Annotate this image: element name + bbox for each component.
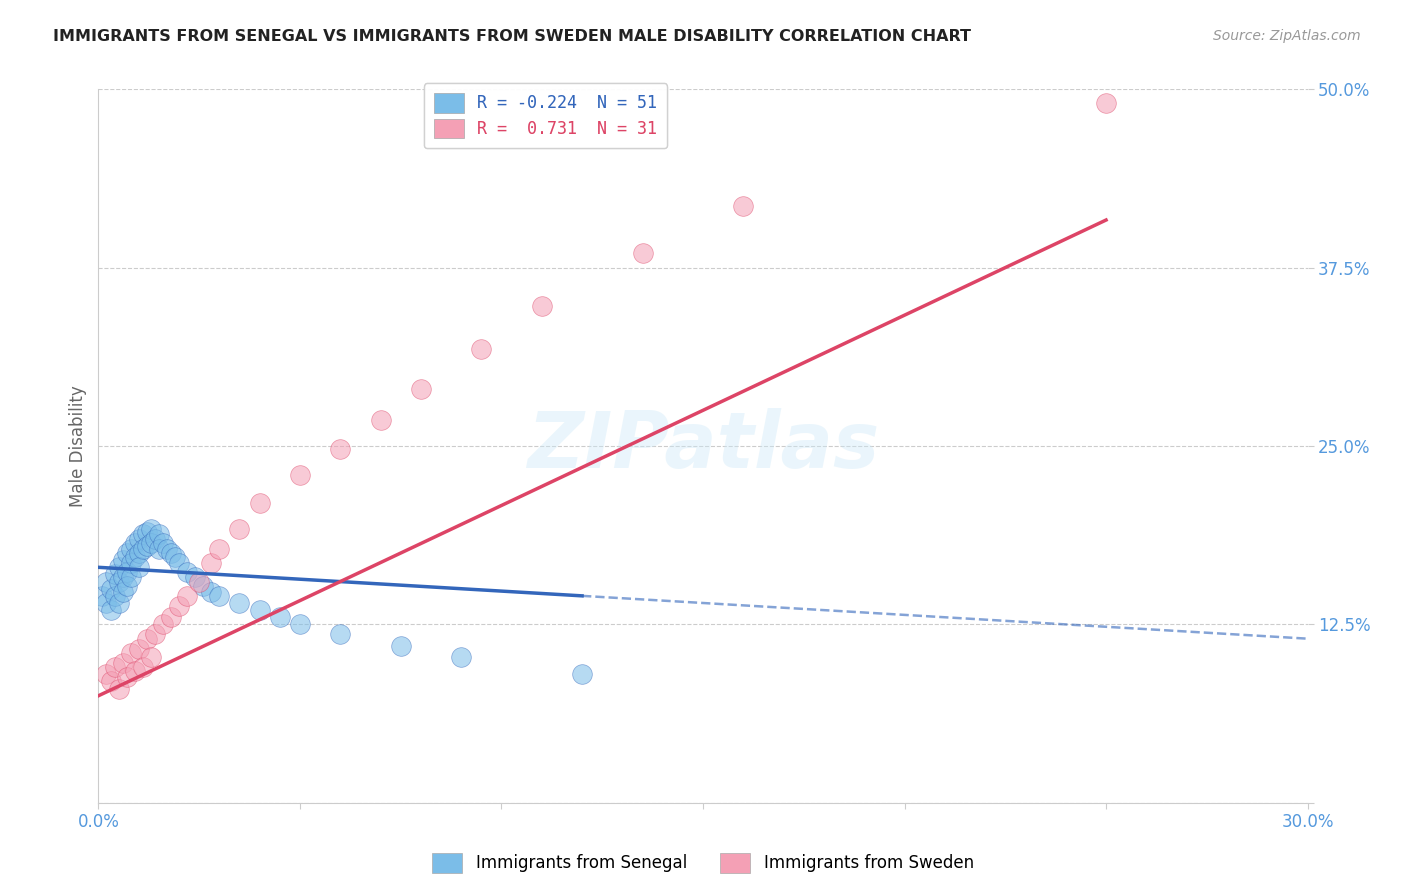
Point xyxy=(135,632,157,646)
Point xyxy=(160,610,183,624)
Point xyxy=(167,599,190,613)
Text: Source: ZipAtlas.com: Source: ZipAtlas.com xyxy=(1213,29,1361,43)
Point xyxy=(107,560,129,574)
Point xyxy=(228,596,250,610)
Point xyxy=(103,660,125,674)
Point xyxy=(128,532,150,546)
Point xyxy=(228,522,250,536)
Point xyxy=(288,617,311,632)
Point xyxy=(370,413,392,427)
Point xyxy=(115,565,138,579)
Point xyxy=(530,299,553,313)
Point xyxy=(120,570,142,584)
Point xyxy=(163,550,186,565)
Point xyxy=(115,579,138,593)
Point xyxy=(111,656,134,670)
Point xyxy=(103,589,125,603)
Point xyxy=(139,650,162,665)
Point xyxy=(288,467,311,482)
Point xyxy=(156,541,179,556)
Point xyxy=(103,567,125,582)
Point xyxy=(389,639,412,653)
Y-axis label: Male Disability: Male Disability xyxy=(69,385,87,507)
Point xyxy=(120,541,142,556)
Point xyxy=(124,665,146,679)
Point xyxy=(120,556,142,570)
Point xyxy=(111,553,134,567)
Point xyxy=(143,532,166,546)
Point xyxy=(107,574,129,589)
Point xyxy=(269,610,291,624)
Text: ZIPatlas: ZIPatlas xyxy=(527,408,879,484)
Point xyxy=(96,574,118,589)
Point xyxy=(176,565,198,579)
Point xyxy=(139,522,162,536)
Point xyxy=(132,541,155,556)
Point xyxy=(124,550,146,565)
Point xyxy=(193,579,215,593)
Point xyxy=(91,589,114,603)
Point xyxy=(208,589,231,603)
Point xyxy=(128,641,150,656)
Point xyxy=(470,342,492,356)
Text: IMMIGRANTS FROM SENEGAL VS IMMIGRANTS FROM SWEDEN MALE DISABILITY CORRELATION CH: IMMIGRANTS FROM SENEGAL VS IMMIGRANTS FR… xyxy=(53,29,972,44)
Point xyxy=(631,246,654,260)
Point xyxy=(135,524,157,539)
Point xyxy=(208,541,231,556)
Point xyxy=(124,536,146,550)
Point xyxy=(167,556,190,570)
Point xyxy=(100,582,122,596)
Point xyxy=(128,546,150,560)
Legend: R = -0.224  N = 51, R =  0.731  N = 31: R = -0.224 N = 51, R = 0.731 N = 31 xyxy=(425,83,668,148)
Point xyxy=(188,574,211,589)
Point xyxy=(152,536,174,550)
Point xyxy=(128,560,150,574)
Point xyxy=(329,442,352,456)
Point xyxy=(733,199,755,213)
Point xyxy=(571,667,593,681)
Point xyxy=(249,496,271,510)
Point xyxy=(152,617,174,632)
Point xyxy=(200,584,222,599)
Point xyxy=(184,570,207,584)
Point xyxy=(409,382,432,396)
Point xyxy=(100,603,122,617)
Point xyxy=(143,627,166,641)
Point xyxy=(132,660,155,674)
Point xyxy=(132,527,155,541)
Point xyxy=(139,536,162,550)
Point xyxy=(107,681,129,696)
Point xyxy=(148,527,170,541)
Point xyxy=(160,546,183,560)
Point xyxy=(115,546,138,560)
Point xyxy=(200,556,222,570)
Legend: Immigrants from Senegal, Immigrants from Sweden: Immigrants from Senegal, Immigrants from… xyxy=(426,847,980,880)
Point xyxy=(115,670,138,684)
Point xyxy=(176,589,198,603)
Point xyxy=(111,570,134,584)
Point xyxy=(107,596,129,610)
Point xyxy=(100,674,122,689)
Point xyxy=(111,584,134,599)
Point xyxy=(96,667,118,681)
Point xyxy=(96,596,118,610)
Point xyxy=(148,541,170,556)
Point xyxy=(1095,96,1118,111)
Point xyxy=(120,646,142,660)
Point xyxy=(135,539,157,553)
Point xyxy=(450,650,472,665)
Point xyxy=(249,603,271,617)
Point xyxy=(329,627,352,641)
